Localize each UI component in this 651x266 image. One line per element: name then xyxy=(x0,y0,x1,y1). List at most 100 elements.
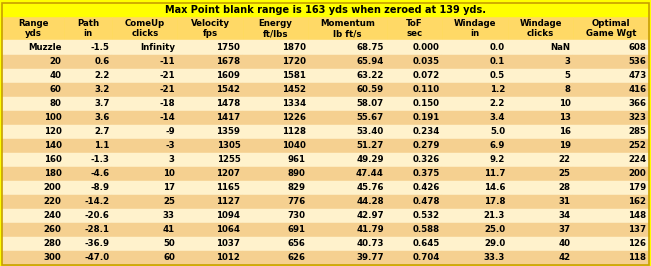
Bar xyxy=(178,111,243,124)
Bar xyxy=(574,82,649,97)
Text: 1870: 1870 xyxy=(282,43,306,52)
Text: 1.2: 1.2 xyxy=(490,85,505,94)
Text: Velocity
fps: Velocity fps xyxy=(191,19,230,38)
Text: Muzzle: Muzzle xyxy=(28,43,62,52)
Bar xyxy=(112,181,178,195)
Bar xyxy=(309,195,387,209)
Text: 1037: 1037 xyxy=(216,239,240,248)
Text: 140: 140 xyxy=(44,141,62,150)
Bar xyxy=(64,111,112,124)
Bar xyxy=(64,17,112,40)
Text: 1040: 1040 xyxy=(282,141,306,150)
Bar xyxy=(508,82,574,97)
Bar xyxy=(387,111,443,124)
Bar xyxy=(443,195,508,209)
Text: 2.7: 2.7 xyxy=(94,127,109,136)
Text: 1359: 1359 xyxy=(216,127,240,136)
Text: 33.3: 33.3 xyxy=(484,253,505,262)
Bar xyxy=(243,82,309,97)
Text: 51.27: 51.27 xyxy=(357,141,384,150)
Text: 21.3: 21.3 xyxy=(484,211,505,220)
Bar xyxy=(2,69,64,82)
Text: 961: 961 xyxy=(288,155,306,164)
Text: 0.191: 0.191 xyxy=(413,113,440,122)
Text: 126: 126 xyxy=(628,239,646,248)
Bar xyxy=(387,97,443,111)
Bar xyxy=(508,97,574,111)
Text: 1609: 1609 xyxy=(216,71,240,80)
Text: 44.28: 44.28 xyxy=(356,197,384,206)
Bar xyxy=(64,97,112,111)
Bar xyxy=(443,139,508,153)
Text: -8.9: -8.9 xyxy=(90,183,109,192)
Text: 37: 37 xyxy=(559,225,571,234)
Text: 3.6: 3.6 xyxy=(94,113,109,122)
Bar xyxy=(508,139,574,153)
Bar xyxy=(508,111,574,124)
Bar xyxy=(574,69,649,82)
Text: 252: 252 xyxy=(629,141,646,150)
Text: 220: 220 xyxy=(44,197,62,206)
Text: 49.29: 49.29 xyxy=(357,155,384,164)
Text: -28.1: -28.1 xyxy=(85,225,109,234)
Text: 22: 22 xyxy=(559,155,571,164)
Text: 280: 280 xyxy=(44,239,62,248)
Bar xyxy=(178,195,243,209)
Text: 0.326: 0.326 xyxy=(413,155,440,164)
Text: 10: 10 xyxy=(163,169,175,178)
Bar xyxy=(387,139,443,153)
Bar xyxy=(112,55,178,69)
Bar xyxy=(508,181,574,195)
Text: 0.110: 0.110 xyxy=(413,85,440,94)
Bar xyxy=(443,69,508,82)
Text: 118: 118 xyxy=(628,253,646,262)
Bar xyxy=(2,82,64,97)
Text: 148: 148 xyxy=(628,211,646,220)
Text: 3: 3 xyxy=(564,57,571,66)
Bar xyxy=(64,251,112,265)
Bar xyxy=(112,17,178,40)
Text: 41: 41 xyxy=(163,225,175,234)
Text: 0.532: 0.532 xyxy=(413,211,440,220)
Bar xyxy=(2,139,64,153)
Text: -11: -11 xyxy=(159,57,175,66)
Bar xyxy=(2,223,64,237)
Text: 10: 10 xyxy=(559,99,571,108)
Text: 730: 730 xyxy=(288,211,306,220)
Bar xyxy=(64,167,112,181)
Text: 0.645: 0.645 xyxy=(413,239,440,248)
Bar xyxy=(243,209,309,223)
Bar xyxy=(387,209,443,223)
Text: 50: 50 xyxy=(163,239,175,248)
Bar xyxy=(112,223,178,237)
Bar xyxy=(574,111,649,124)
Text: 240: 240 xyxy=(44,211,62,220)
Bar xyxy=(2,153,64,167)
Text: 626: 626 xyxy=(288,253,306,262)
Text: NaN: NaN xyxy=(551,43,571,52)
Text: 0.072: 0.072 xyxy=(413,71,440,80)
Bar xyxy=(64,55,112,69)
Bar xyxy=(243,40,309,55)
Text: 1012: 1012 xyxy=(216,253,240,262)
Bar xyxy=(309,153,387,167)
Bar xyxy=(309,139,387,153)
Bar xyxy=(2,55,64,69)
Bar xyxy=(309,40,387,55)
Bar xyxy=(243,223,309,237)
Text: 8: 8 xyxy=(564,85,571,94)
Bar xyxy=(178,153,243,167)
Bar xyxy=(574,124,649,139)
Bar xyxy=(508,17,574,40)
Bar xyxy=(508,209,574,223)
Text: 9.2: 9.2 xyxy=(490,155,505,164)
Text: 5.0: 5.0 xyxy=(490,127,505,136)
Text: 120: 120 xyxy=(44,127,62,136)
Text: 1094: 1094 xyxy=(216,211,240,220)
Bar xyxy=(443,55,508,69)
Bar xyxy=(508,195,574,209)
Bar xyxy=(309,55,387,69)
Text: -1.5: -1.5 xyxy=(90,43,109,52)
Bar xyxy=(574,139,649,153)
Bar xyxy=(309,251,387,265)
